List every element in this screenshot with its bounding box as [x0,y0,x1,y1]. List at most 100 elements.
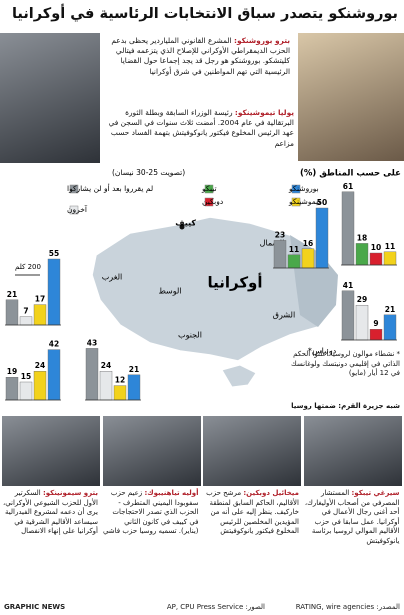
legend-swatch [291,197,301,207]
value-label: 43 [87,338,97,347]
bar [33,370,47,401]
value-label: 15 [21,372,31,381]
legend-label: آخرون [67,204,88,214]
capital-marker [179,224,185,230]
crimea-note: شبه جزيرة القرم: ضمتها روسيا [291,402,400,410]
name: ميخائيل دوبكين: [243,489,299,497]
legend-label: تيموشينكو [288,197,320,206]
bar [19,381,33,401]
value-label: 42 [49,340,59,349]
bar [341,290,355,341]
bar [5,299,19,326]
region-label: الشمال [260,239,285,248]
value-label: 29 [357,295,367,304]
value-label: 21 [7,290,17,299]
value-label: 41 [343,281,353,290]
bar [383,251,397,266]
title: بوروشنكو يتصدر سباق الانتخابات الرئاسية … [11,6,398,22]
legend-label: دوبكين [202,197,223,206]
footer-brand: GRAPHIC NEWS [4,603,66,611]
value-label: 19 [7,367,17,376]
scale-label: 200 كلم [15,263,41,271]
candidate-caption: سيرغي تيبكو: المستشار المصرفي من أصحاب ا… [304,489,400,547]
candidate-caption: ميخائيل دوبكين: مرشح حزب الأقاليم، الحاك… [203,489,299,537]
candidate-photo [203,416,301,486]
bar [127,374,141,401]
map-crimea [221,364,257,388]
bar [47,349,61,401]
capital-label: كييف [175,219,196,228]
bar [19,316,33,326]
bio-text: السكرتير الأول للحزب الشيوعي الأوكراني، … [2,489,98,536]
name: بترو بوروشنكو: [234,36,290,45]
value-label: 21 [385,305,395,314]
bar [341,191,355,266]
candidate-caption: بترو سيمونينكو: السكرتير الأول للحزب الش… [2,489,98,537]
bar [33,304,47,326]
bar [383,314,397,341]
value-label: 12 [115,376,125,385]
bio-tymoshenko: يوليا تيموشينكو: رئيسة الوزراء السابقة و… [104,108,294,149]
country-label: أوكرانيا [207,273,262,292]
bar [355,304,369,341]
value-label: 24 [35,361,45,370]
legend-swatch [69,205,79,215]
candidate-photo [2,416,100,486]
candidate-caption: أوليه تياهنيبوك: زعيم حزب سفوبودا اليمين… [103,489,199,537]
value-label: 50 [317,198,327,207]
chart: نسبة الأصوات على حسب المناطق (%) (تصويت … [5,168,404,401]
bio-text: المشرع القانوني الملياردير يحظى بدعم الح… [111,36,290,76]
footer-source: المصدر: RATING, wire agencies [295,603,400,611]
legend-label: بوروشنكو [288,184,319,193]
region-label: الجنوب [178,331,202,340]
legend-swatch [69,184,79,194]
bar [301,248,315,269]
value-label: 55 [49,249,59,258]
legend-swatch [204,184,214,194]
bar [315,207,329,269]
value-label: 17 [35,295,45,304]
footnote: * نشطاء موالون لروسيا أعلنوا الحكم الذات… [291,350,400,378]
bio-text: مرشح حزب الأقاليم، الحاكم السابق لمنطقة … [206,489,299,536]
name: أوليه تياهنيبوك: [144,489,199,497]
bar [5,376,19,401]
value-label: 11 [289,245,299,254]
bio-text: المستشار المصرفي من أصحاب الأوليغارك، أح… [304,489,400,545]
bar [99,370,113,401]
candidate-photo [102,416,201,486]
region-label: الغرب [102,273,122,282]
chart-subtitle: (تصويت 25-30 نيسان) [112,168,185,177]
chart-title: نسبة الأصوات على حسب المناطق (%) [300,168,404,179]
region-label: الشرق [273,311,295,320]
bar [85,348,99,401]
bar [287,254,301,269]
bar [355,243,369,266]
value-label: 21 [129,365,139,374]
bar [113,385,127,401]
bio-text: زعيم حزب سفوبودا اليميني المتطرف - الحزب… [102,489,199,536]
value-label: 61 [343,182,353,191]
candidate-photo [303,416,402,486]
name: سيرغي تيبكو: [351,489,400,497]
bar [369,328,383,341]
legend-label: تيبكو [201,184,217,193]
legend-swatch [204,197,214,207]
value-label: 10 [371,243,381,252]
name: يوليا تيموشينكو: [234,108,294,117]
value-label: 24 [101,361,111,370]
bio-poroshenko: بترو بوروشنكو: المشرع القانوني الملياردي… [104,36,290,77]
photo-tymoshenko [298,33,404,161]
value-label: 9 [373,319,378,328]
value-label: 7 [23,307,28,316]
photo-poroshenko [0,33,100,163]
value-label: 23 [275,230,285,239]
bio-text: رئيسة الوزراء السابقة وبطلة الثورة البرت… [108,108,294,148]
value-label: 16 [303,239,313,248]
value-label: 11 [385,242,395,251]
bar [369,252,383,266]
region-label: دونباس* [308,347,337,356]
value-label: 18 [357,233,367,242]
name: بترو سيمونينكو: [42,489,98,497]
bar [273,240,287,269]
